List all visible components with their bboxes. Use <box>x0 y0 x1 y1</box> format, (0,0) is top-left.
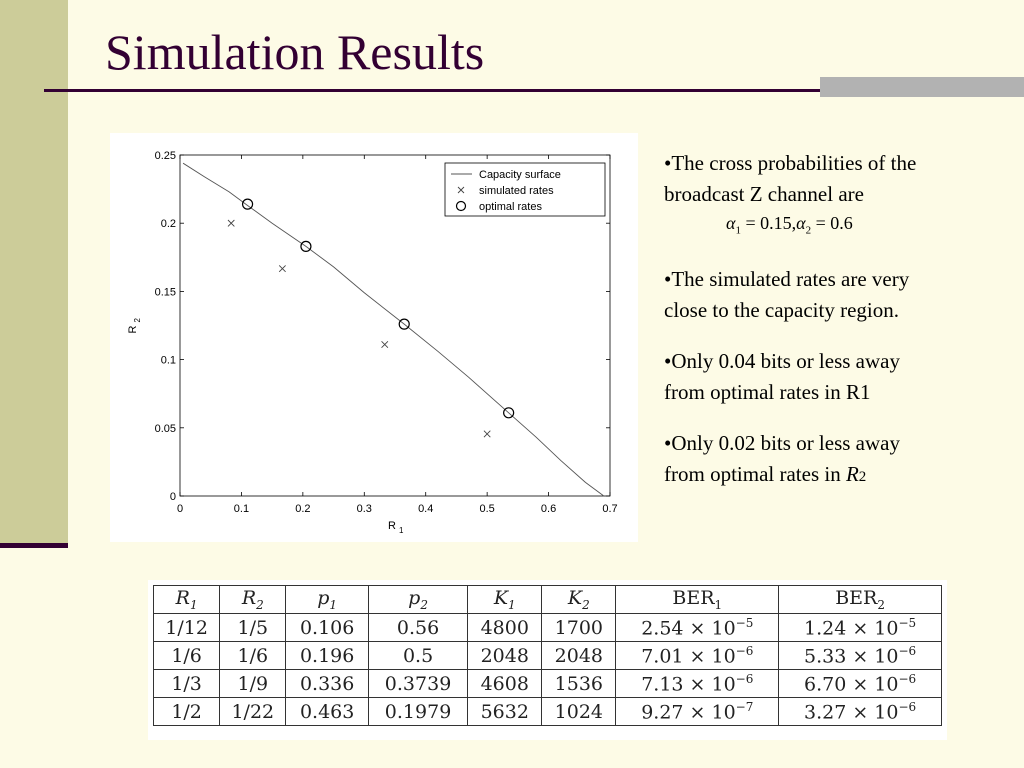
legend-label: simulated rates <box>479 185 554 197</box>
y-tick-label: 0.2 <box>161 218 176 230</box>
col-k2: K2 <box>541 585 617 614</box>
x-tick-label: 0.7 <box>602 503 617 515</box>
x-axis-label: R <box>388 520 396 532</box>
chart-panel: 0 0.1 0.2 0.3 0.4 0.5 0.6 0.7 0 0.05 0.1 0.15 0.2 0.2… <box>110 133 638 542</box>
y-tick-label: 0.05 <box>155 423 176 435</box>
results-table: R1 R2 p1 p2 K1 K2 BER1 BER2 1/12 1/5 0.1… <box>152 585 942 726</box>
y-tick-label: 0.15 <box>155 286 176 298</box>
bullet-text: •The simulated rates are very <box>664 266 910 291</box>
bullet-text: from optimal rates in R1 <box>664 379 871 404</box>
plot-frame <box>179 154 611 497</box>
optimal-rate-point <box>241 198 254 210</box>
simulated-rate-point <box>381 340 389 348</box>
r2-subscript: 2 <box>858 468 867 485</box>
bullet-list: •The cross probabilities of the broadcas… <box>664 148 1009 513</box>
y-axis-label: R <box>127 325 139 333</box>
capacity-surface-line <box>182 162 605 497</box>
sidebar-rule <box>0 543 68 548</box>
title-rule <box>44 89 974 92</box>
bullet-text: from optimal rates in <box>664 461 846 486</box>
bullet-cross-probabilities: •The cross probabilities of the broadcas… <box>664 148 1009 244</box>
legend-circle-swatch <box>455 200 467 212</box>
sidebar-decoration <box>0 0 68 546</box>
col-p2: p2 <box>367 585 469 614</box>
table-row: 1/3 1/9 0.336 0.3739 4608 1536 7.13 × 10… <box>152 669 942 698</box>
bullet-r2-gap: •Only 0.02 bits or less away from optima… <box>664 428 1009 493</box>
y-tick-label: 0.25 <box>155 150 176 162</box>
table-header-row: R1 R2 p1 p2 K1 K2 BER1 BER2 <box>152 585 942 614</box>
bullet-simulated-close: •The simulated rates are very close to t… <box>664 264 1009 326</box>
results-table-panel: R1 R2 p1 p2 K1 K2 BER1 BER2 1/12 1/5 0.1… <box>148 580 947 740</box>
x-tick-label: 0.2 <box>295 503 310 515</box>
table-row: 1/12 1/5 0.106 0.56 4800 1700 2.54 × 10−… <box>152 613 942 642</box>
col-ber2: BER2 <box>778 585 942 614</box>
y-tick-label: 0.1 <box>161 355 176 367</box>
alpha-formula: α1 = 0.15,α2 = 0.6 <box>726 213 853 237</box>
x-tick-label: 0 <box>177 503 183 515</box>
rate-region-chart: 0 0.1 0.2 0.3 0.4 0.5 0.6 0.7 0 0.05 0.1 0.15 0.2 0.2… <box>127 150 618 535</box>
simulated-rate-point <box>483 430 491 438</box>
optimal-rate-point <box>300 240 312 252</box>
col-ber1: BER1 <box>615 585 780 614</box>
optimal-rate-point <box>398 318 410 330</box>
simulated-rate-point <box>227 219 235 227</box>
legend-box <box>444 162 606 217</box>
simulated-rate-point <box>278 265 286 273</box>
table-row: 1/2 1/22 0.463 0.1979 5632 1024 9.27 × 1… <box>152 697 942 726</box>
legend-label: Capacity surface <box>479 169 561 181</box>
col-p1: p1 <box>285 585 369 614</box>
bullet-text: •Only 0.02 bits or less away <box>664 430 900 455</box>
bullet-r1-gap: •Only 0.04 bits or less away from optima… <box>664 346 1009 408</box>
x-axis-label-sub: 1 <box>399 526 404 535</box>
slide-title: Simulation Results <box>105 24 485 80</box>
col-k1: K1 <box>467 585 543 614</box>
col-r2: R2 <box>219 585 287 614</box>
bullet-text: •The cross probabilities of the <box>664 151 917 175</box>
x-tick-label: 0.3 <box>357 503 372 515</box>
title-accent-bar <box>820 77 1024 97</box>
x-tick-label: 0.5 <box>479 503 494 515</box>
bullet-text: close to the capacity region. <box>664 297 899 322</box>
legend-x-swatch <box>457 186 465 194</box>
y-axis-label-sub: 2 <box>133 318 142 323</box>
r2-variable: R <box>845 461 859 486</box>
col-r1: R1 <box>152 585 221 614</box>
x-tick-label: 0.4 <box>418 503 433 515</box>
legend-label: optimal rates <box>479 201 542 213</box>
table-row: 1/6 1/6 0.196 0.5 2048 2048 7.01 × 10−6 … <box>152 641 942 670</box>
y-tick-label: 0 <box>170 491 176 503</box>
x-tick-label: 0.1 <box>234 503 249 515</box>
x-tick-label: 0.6 <box>541 503 556 515</box>
bullet-text: broadcast Z channel are <box>664 182 864 206</box>
optimal-rate-point <box>503 407 515 419</box>
bullet-text: •Only 0.04 bits or less away <box>664 348 900 373</box>
